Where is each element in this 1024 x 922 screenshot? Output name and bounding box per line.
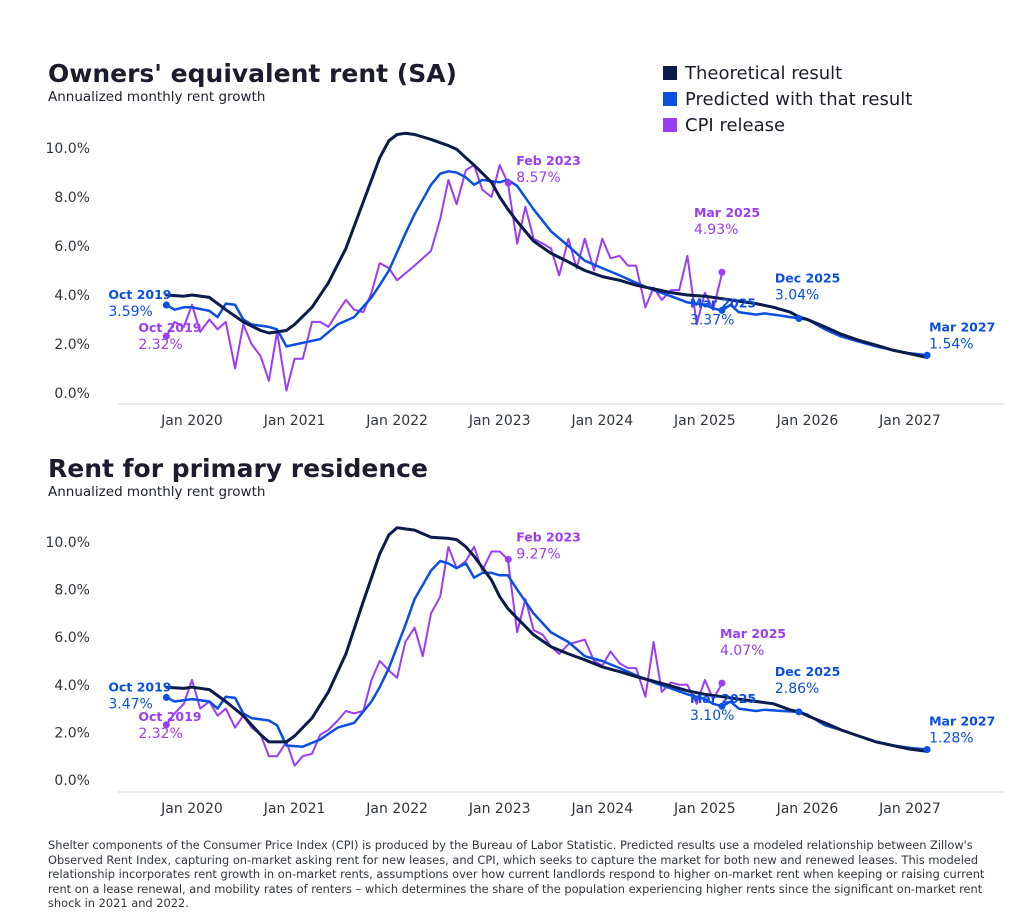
annotation-value: 2.32% xyxy=(138,337,182,353)
y-tick-label: 0.0% xyxy=(54,386,90,402)
x-tick-label: Jan 2020 xyxy=(160,801,223,817)
annotation-value: 8.57% xyxy=(516,170,560,186)
annotation-date: Oct 2019 xyxy=(108,287,171,302)
annotation-date: Feb 2023 xyxy=(516,529,581,544)
annotation-value: 4.07% xyxy=(720,643,764,659)
x-tick-label: Jan 2023 xyxy=(468,413,531,429)
annotation-marker xyxy=(718,679,726,687)
legend-swatch-cpi xyxy=(663,118,677,132)
y-tick-label: 8.0% xyxy=(54,583,90,599)
annotation-date: Feb 2023 xyxy=(516,153,581,168)
annotation-value: 3.10% xyxy=(690,708,734,724)
series-line-predicted-with-that-result xyxy=(165,170,929,357)
x-tick-label: Jan 2023 xyxy=(468,801,531,817)
annotation-value: 2.86% xyxy=(775,681,819,697)
annotation-marker xyxy=(162,301,170,309)
legend-item-cpi: CPI release xyxy=(663,112,912,138)
y-tick-label: 10.0% xyxy=(46,535,90,551)
chart-title: Rent for primary residence xyxy=(48,454,428,483)
y-tick-label: 10.0% xyxy=(46,141,90,157)
annotation-value: 3.37% xyxy=(690,312,734,328)
y-tick-label: 2.0% xyxy=(54,337,90,353)
annotation-value: 3.59% xyxy=(108,304,152,320)
x-tick-label: Jan 2022 xyxy=(365,413,428,429)
annotation-marker xyxy=(718,306,726,314)
annotation-marker xyxy=(795,708,803,716)
annotation-value: 4.93% xyxy=(694,222,738,238)
annotation-marker xyxy=(923,351,931,359)
annotation-value: 9.27% xyxy=(516,546,560,562)
annotation-date: Mar 2027 xyxy=(929,319,995,334)
x-tick-label: Jan 2026 xyxy=(776,801,839,817)
series-line-cpi-release xyxy=(165,164,724,392)
x-tick-label: Jan 2025 xyxy=(673,413,736,429)
annotation-value: 2.32% xyxy=(138,726,182,742)
x-tick-label: Jan 2020 xyxy=(160,413,223,429)
annotation-marker xyxy=(162,693,170,701)
x-tick-label: Jan 2024 xyxy=(570,801,633,817)
annotation-marker xyxy=(795,315,803,323)
y-tick-label: 2.0% xyxy=(54,725,90,741)
legend: Theoretical result Predicted with that r… xyxy=(663,60,912,138)
chart-subtitle: Annualized monthly rent growth xyxy=(48,484,265,500)
annotation-date: Mar 2025 xyxy=(720,626,786,641)
x-tick-label: Jan 2025 xyxy=(673,801,736,817)
annotation-marker xyxy=(504,555,512,563)
annotation-date: Oct 2019 xyxy=(138,709,201,724)
annotation-value: 3.47% xyxy=(108,696,152,712)
x-tick-label: Jan 2027 xyxy=(878,413,941,429)
chart-title: Owners' equivalent rent (SA) xyxy=(48,59,457,88)
annotation-date: Mar 2025 xyxy=(690,691,756,706)
legend-label-cpi: CPI release xyxy=(685,114,786,136)
annotation-marker xyxy=(504,179,512,187)
legend-label-predicted: Predicted with that result xyxy=(685,88,913,110)
legend-label-theoretical: Theoretical result xyxy=(685,62,843,84)
series-line-predicted-with-that-result xyxy=(165,559,929,751)
annotation-value: 3.04% xyxy=(775,288,819,304)
annotation-date: Oct 2019 xyxy=(108,679,171,694)
x-tick-label: Jan 2026 xyxy=(776,413,839,429)
x-tick-label: Jan 2022 xyxy=(365,801,428,817)
annotation-date: Dec 2025 xyxy=(775,271,840,286)
y-tick-label: 4.0% xyxy=(54,288,90,304)
y-tick-label: 0.0% xyxy=(54,773,90,789)
annotation-marker xyxy=(718,268,726,276)
x-tick-label: Jan 2021 xyxy=(263,413,326,429)
oer-chart: Owners' equivalent rent (SA)Annualized m… xyxy=(46,59,1005,429)
annotation-marker xyxy=(718,702,726,710)
legend-item-theoretical: Theoretical result xyxy=(663,60,912,86)
x-tick-label: Jan 2021 xyxy=(263,801,326,817)
y-tick-label: 6.0% xyxy=(54,239,90,255)
series-line-theoretical-result xyxy=(164,526,929,753)
annotation-date: Mar 2025 xyxy=(690,295,756,310)
footnote: Shelter components of the Consumer Price… xyxy=(48,838,985,910)
annotation-marker xyxy=(162,721,170,729)
legend-item-predicted: Predicted with that result xyxy=(663,86,912,112)
y-tick-label: 4.0% xyxy=(54,678,90,694)
legend-swatch-predicted xyxy=(663,92,677,106)
x-tick-label: Jan 2024 xyxy=(570,413,633,429)
annotation-marker xyxy=(162,332,170,340)
annotation-marker xyxy=(923,746,931,754)
legend-swatch-theoretical xyxy=(663,66,677,80)
x-tick-label: Jan 2027 xyxy=(878,801,941,817)
y-tick-label: 8.0% xyxy=(54,190,90,206)
annotation-value: 1.54% xyxy=(929,336,973,352)
annotation-date: Mar 2027 xyxy=(929,714,995,729)
chart-subtitle: Annualized monthly rent growth xyxy=(48,89,265,105)
annotation-date: Oct 2019 xyxy=(138,320,201,335)
annotation-date: Dec 2025 xyxy=(775,664,840,679)
series-line-theoretical-result xyxy=(164,131,929,359)
annotation-value: 1.28% xyxy=(929,731,973,747)
series-line-cpi-release xyxy=(165,545,724,767)
y-tick-label: 6.0% xyxy=(54,630,90,646)
annotation-date: Mar 2025 xyxy=(694,205,760,220)
